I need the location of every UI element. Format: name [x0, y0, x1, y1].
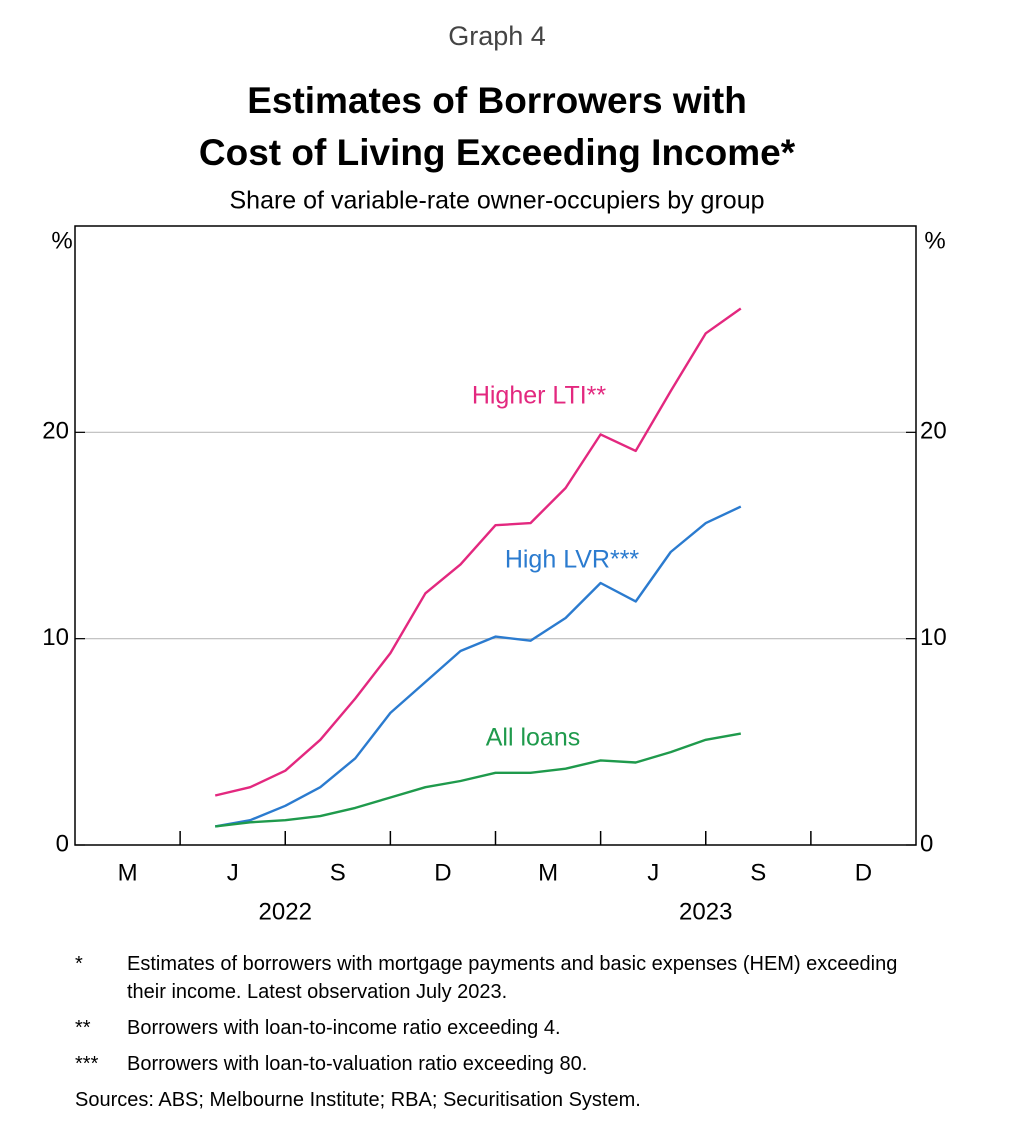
series-line [215, 732, 742, 828]
x-tick-label: S [330, 859, 346, 886]
y-tick-label: 10 [42, 624, 69, 651]
series-label: All loans [486, 724, 581, 752]
footnote-marker: *** [75, 1053, 99, 1075]
graph-label: Graph 4 [448, 21, 546, 51]
x-tick-label: S [750, 859, 766, 886]
footnote: ** Borrowers with loan-to-income ratio ex… [75, 1014, 905, 1042]
year-label: 2023 [679, 898, 732, 925]
footnote-text: Estimates of borrowers with mortgage pay… [127, 953, 898, 1003]
footnote: * Estimates of borrowers with mortgage pa… [75, 950, 905, 1006]
x-tick-label: D [855, 859, 872, 886]
x-tick-label: J [647, 859, 659, 886]
y-tick-label: 20 [42, 418, 69, 445]
footnotes: * Estimates of borrowers with mortgage pa… [75, 950, 905, 1114]
x-tick-label: D [434, 859, 451, 886]
chart-title: Cost of Living Exceeding Income* [199, 132, 796, 173]
footnote-marker: ** [75, 1017, 91, 1039]
chart-subtitle: Share of variable-rate owner-occupiers b… [230, 187, 765, 215]
chart-title: Estimates of Borrowers with [247, 80, 747, 121]
series-line [214, 307, 742, 797]
series-label: High LVR*** [505, 546, 640, 574]
y2-unit: % [924, 227, 945, 254]
y2-tick-label: 0 [920, 830, 933, 857]
y-tick-label: 0 [56, 830, 69, 857]
footnote-marker: * [75, 953, 83, 975]
y2-tick-label: 20 [920, 418, 947, 445]
y-unit: % [51, 227, 72, 254]
footnote-text: Borrowers with loan-to-valuation ratio e… [127, 1053, 588, 1075]
x-tick-label: M [118, 859, 138, 886]
series-line [214, 505, 742, 828]
series-label: Higher LTI** [472, 382, 607, 410]
x-tick-label: J [227, 859, 239, 886]
x-tick-label: M [538, 859, 558, 886]
sources: Sources: ABS; Melbourne Institute; RBA; … [75, 1089, 641, 1111]
plot-frame [74, 225, 917, 846]
year-label: 2022 [259, 898, 312, 925]
footnote: *** Borrowers with loan-to-valuation rati… [75, 1050, 905, 1078]
y2-tick-label: 10 [920, 624, 947, 651]
chart: Graph 4 Estimates of Borrowers with Cost… [42, 21, 947, 925]
footnote-text: Borrowers with loan-to-income ratio exce… [127, 1017, 561, 1039]
